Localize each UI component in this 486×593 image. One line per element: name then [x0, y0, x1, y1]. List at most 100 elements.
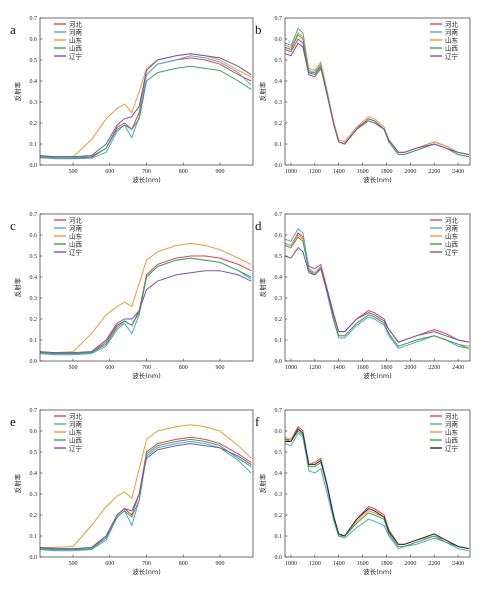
y-tick-label: 0.3: [30, 492, 38, 498]
series-line: [284, 236, 469, 349]
x-tick-label: 500: [69, 561, 78, 567]
series-line: [39, 257, 252, 356]
y-tick-label: 0.0: [275, 555, 283, 561]
y-tick-label: 0.0: [275, 163, 283, 169]
y-tick-label: 0.4: [275, 275, 283, 281]
legend-label: 山西: [69, 435, 83, 444]
y-tick-label: 0.2: [30, 121, 38, 127]
legend-label: 河北: [445, 216, 459, 224]
chart-panel-a: a 0.0 0.1 0.2 0.3 0.4 0.5 0.6 0.7 500 600 700 800 900…: [10, 16, 254, 184]
x-axis-label: 波长(nm): [132, 175, 161, 184]
x-tick-label: 1200: [309, 365, 321, 371]
x-tick-label: 1600: [357, 169, 369, 175]
x-tick-label: 1000: [285, 365, 297, 371]
legend-label: 山东: [69, 35, 83, 44]
series-line: [39, 270, 252, 354]
legend-label: 河南: [445, 27, 459, 36]
chart-panel-c: c 0.0 0.1 0.2 0.3 0.4 0.5 0.6 0.7 500 600 700 800 900…: [10, 212, 254, 380]
y-tick-label: 0.0: [30, 555, 38, 561]
legend-label: 辽宁: [69, 51, 83, 60]
y-tick-label: 0.7: [30, 408, 38, 414]
legend-label: 山东: [69, 231, 83, 240]
panel-label: d: [255, 218, 262, 233]
series-line: [284, 428, 469, 550]
x-tick-label: 1800: [380, 561, 392, 567]
x-tick-label: 1400: [333, 561, 345, 567]
y-tick-label: 0.7: [30, 212, 38, 218]
legend-label: 辽宁: [445, 247, 459, 256]
legend-label: 辽宁: [69, 247, 83, 256]
panel-label: f: [255, 414, 260, 429]
y-axis-label: 反射率: [13, 81, 22, 101]
x-tick-label: 2400: [452, 561, 464, 567]
x-tick-label: 800: [179, 365, 188, 371]
chart-panel-b: b 0.0 0.1 0.2 0.3 0.4 0.5 0.6 0.7 1000 1200 1400 160…: [255, 16, 471, 184]
legend-label: 河北: [69, 412, 83, 420]
legend-label: 河南: [69, 419, 83, 428]
y-tick-label: 0.6: [30, 37, 38, 43]
x-tick-label: 1400: [333, 169, 345, 175]
legend-label: 山西: [69, 43, 83, 52]
y-tick-label: 0.0: [275, 359, 283, 365]
series-line: [284, 227, 469, 349]
legend-label: 河南: [445, 223, 459, 232]
y-tick-label: 0.5: [275, 254, 283, 260]
y-axis-label: 反射率: [13, 473, 22, 493]
legend-label: 河北: [445, 20, 459, 28]
legend-label: 山西: [445, 435, 459, 444]
legend-label: 山东: [445, 427, 459, 436]
x-tick-label: 800: [179, 169, 188, 175]
y-tick-label: 0.2: [275, 513, 283, 519]
x-tick-label: 1400: [333, 365, 345, 371]
y-tick-label: 0.1: [30, 534, 38, 540]
y-tick-label: 0.2: [30, 317, 38, 323]
y-tick-label: 0.5: [275, 58, 283, 64]
x-tick-label: 500: [69, 365, 78, 371]
y-tick-label: 0.6: [30, 233, 38, 239]
legend-label: 河北: [69, 216, 83, 224]
y-tick-label: 0.1: [275, 142, 283, 148]
x-tick-label: 700: [142, 561, 151, 567]
y-tick-label: 0.4: [275, 79, 283, 85]
panel-label: a: [10, 22, 16, 37]
x-tick-label: 2200: [428, 561, 440, 567]
panel-label: c: [10, 218, 16, 233]
y-tick-label: 0.2: [275, 317, 283, 323]
series-line: [284, 232, 469, 343]
y-tick-label: 0.7: [275, 408, 283, 414]
legend-label: 山西: [445, 43, 459, 52]
y-tick-label: 0.3: [275, 492, 283, 498]
legend-label: 河北: [69, 20, 83, 28]
chart-panel-f: f 0.0 0.1 0.2 0.3 0.4 0.5 0.6 0.7 1000 1200 1400 160…: [255, 408, 471, 576]
y-axis-label: 反射率: [258, 277, 267, 297]
x-axis-label: 波长(nm): [363, 371, 392, 380]
legend-label: 山西: [69, 239, 83, 248]
legend-label: 辽宁: [445, 443, 459, 452]
x-axis-label: 波长(nm): [132, 371, 161, 380]
series-line: [284, 42, 469, 155]
x-tick-label: 1200: [309, 561, 321, 567]
y-tick-label: 0.5: [30, 58, 38, 64]
series-line: [284, 246, 469, 343]
x-tick-label: 1000: [285, 561, 297, 567]
y-tick-label: 0.1: [30, 142, 38, 148]
x-tick-label: 2200: [428, 169, 440, 175]
legend-label: 河南: [69, 27, 83, 36]
series-line: [284, 33, 469, 158]
x-tick-label: 1800: [380, 169, 392, 175]
series-line: [39, 257, 252, 355]
x-tick-label: 900: [215, 561, 224, 567]
series-line: [40, 424, 252, 548]
y-tick-label: 0.3: [275, 296, 283, 302]
y-tick-label: 0.2: [275, 121, 283, 127]
y-tick-label: 0.0: [30, 359, 38, 365]
x-tick-label: 900: [215, 365, 224, 371]
y-tick-label: 0.7: [275, 16, 283, 22]
x-tick-label: 1600: [357, 365, 369, 371]
y-tick-label: 0.4: [30, 79, 38, 85]
x-tick-label: 1600: [357, 561, 369, 567]
x-axis-label: 波长(nm): [132, 567, 161, 576]
legend-label: 河南: [445, 419, 459, 428]
y-tick-label: 0.3: [30, 100, 38, 106]
